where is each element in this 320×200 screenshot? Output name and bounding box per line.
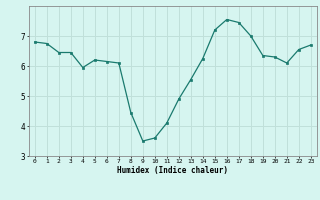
X-axis label: Humidex (Indice chaleur): Humidex (Indice chaleur) <box>117 166 228 175</box>
